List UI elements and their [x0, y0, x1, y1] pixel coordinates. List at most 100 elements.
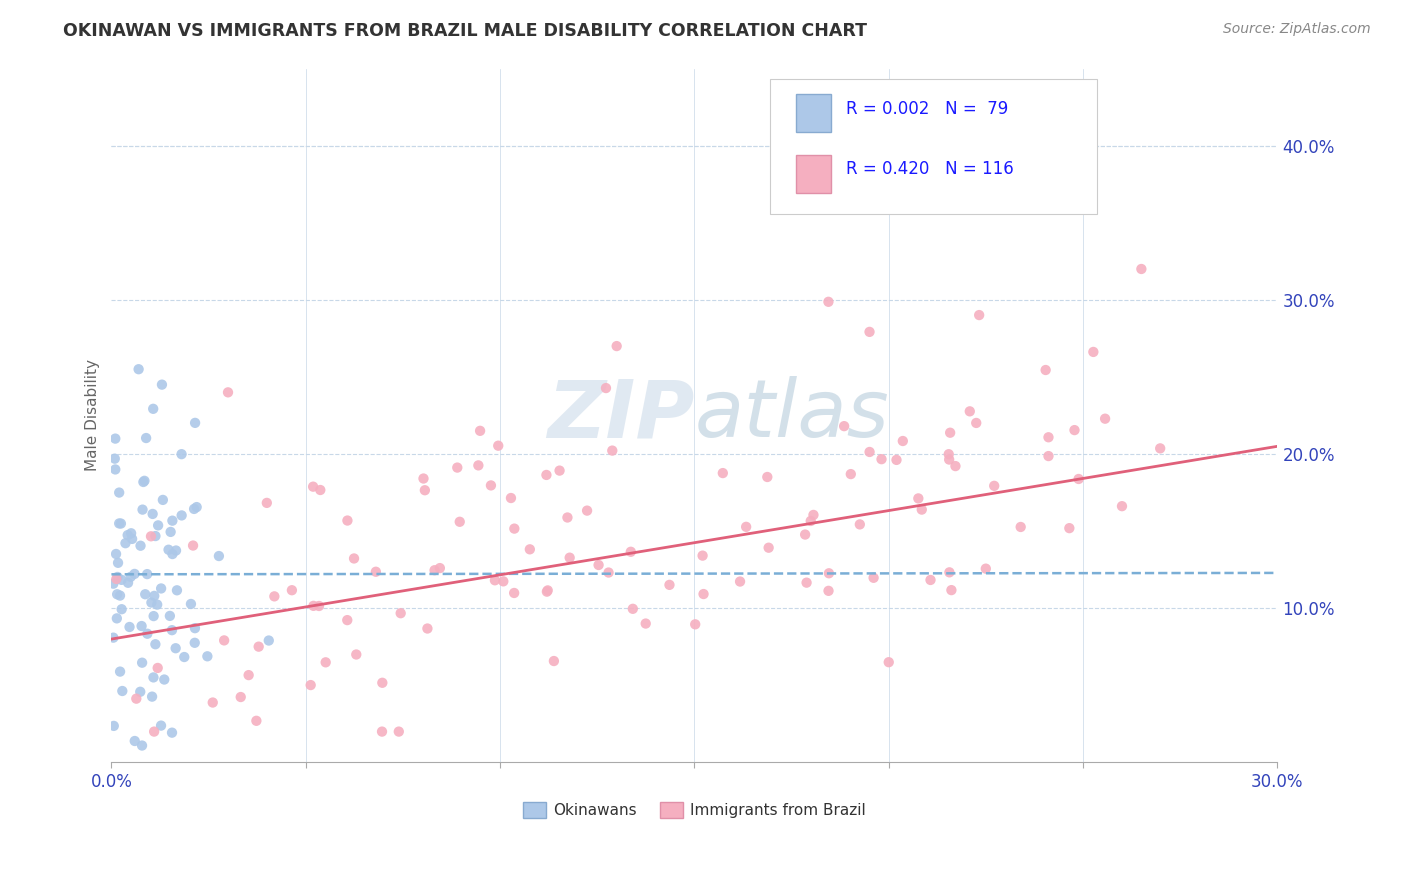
Point: [558, 550, 581, 565]
Point: [117, 528, 139, 542]
Point: [938, 566, 960, 580]
Point: [120, 526, 142, 541]
Point: [104, 432, 127, 446]
Point: [184, 416, 207, 430]
Point: [692, 587, 714, 601]
Point: [803, 508, 825, 522]
Point: [371, 724, 394, 739]
Point: [110, 516, 132, 531]
Point: [484, 574, 506, 588]
Point: [111, 684, 134, 698]
Bar: [796, 154, 831, 193]
Point: [150, 377, 173, 392]
Point: [159, 608, 181, 623]
Point: [121, 532, 143, 546]
Point: [170, 447, 193, 461]
Point: [576, 503, 599, 517]
Point: [208, 549, 231, 563]
Point: [870, 452, 893, 467]
Point: [136, 626, 159, 640]
Point: [413, 483, 436, 498]
Point: [181, 539, 204, 553]
Point: [606, 339, 628, 353]
Point: [134, 587, 156, 601]
Point: [238, 668, 260, 682]
Point: [849, 517, 872, 532]
Point: [309, 483, 332, 497]
Point: [173, 650, 195, 665]
Point: [134, 474, 156, 488]
Point: [104, 451, 127, 466]
Text: ZIP: ZIP: [547, 376, 695, 455]
Point: [389, 606, 412, 620]
Point: [217, 385, 239, 400]
Point: [150, 718, 173, 732]
Point: [862, 571, 884, 585]
Point: [503, 586, 526, 600]
Point: [794, 527, 817, 541]
Point: [711, 466, 734, 480]
Point: [911, 502, 934, 516]
Point: [152, 492, 174, 507]
Point: [160, 725, 183, 739]
Point: [143, 724, 166, 739]
Point: [886, 453, 908, 467]
Point: [1111, 499, 1133, 513]
Point: [131, 656, 153, 670]
Point: [983, 479, 1005, 493]
Point: [1094, 411, 1116, 425]
Point: [165, 543, 187, 558]
Point: [537, 583, 560, 598]
Point: [159, 524, 181, 539]
Point: [124, 734, 146, 748]
Point: [120, 570, 142, 584]
Point: [104, 462, 127, 476]
Point: [131, 739, 153, 753]
Point: [142, 609, 165, 624]
Point: [728, 574, 751, 589]
Point: [588, 558, 610, 572]
Point: [756, 470, 779, 484]
Point: [344, 648, 367, 662]
Point: [141, 596, 163, 610]
Point: [105, 611, 128, 625]
Point: [634, 616, 657, 631]
Point: [131, 619, 153, 633]
Point: [108, 485, 131, 500]
Point: [108, 589, 131, 603]
Point: [858, 325, 880, 339]
Point: [621, 602, 644, 616]
Point: [735, 520, 758, 534]
Point: [959, 404, 981, 418]
Point: [1149, 442, 1171, 456]
Point: [256, 496, 278, 510]
Point: [1067, 472, 1090, 486]
Point: [818, 566, 841, 581]
Point: [796, 575, 818, 590]
Point: [136, 567, 159, 582]
Point: [257, 633, 280, 648]
Point: [683, 617, 706, 632]
Point: [557, 510, 579, 524]
Point: [371, 675, 394, 690]
Point: [499, 491, 522, 505]
Point: [1063, 423, 1085, 437]
Point: [107, 570, 129, 584]
Point: [1083, 345, 1105, 359]
Point: [858, 445, 880, 459]
Point: [536, 584, 558, 599]
Point: [170, 508, 193, 523]
Point: [245, 714, 267, 728]
Text: Source: ZipAtlas.com: Source: ZipAtlas.com: [1223, 22, 1371, 37]
Point: [548, 464, 571, 478]
Point: [800, 514, 823, 528]
Point: [131, 502, 153, 516]
Point: [146, 518, 169, 533]
Point: [492, 574, 515, 589]
Point: [595, 381, 617, 395]
Point: [839, 467, 862, 482]
Point: [129, 685, 152, 699]
Point: [108, 665, 131, 679]
Legend: Okinawans, Immigrants from Brazil: Okinawans, Immigrants from Brazil: [516, 796, 872, 824]
Point: [263, 590, 285, 604]
